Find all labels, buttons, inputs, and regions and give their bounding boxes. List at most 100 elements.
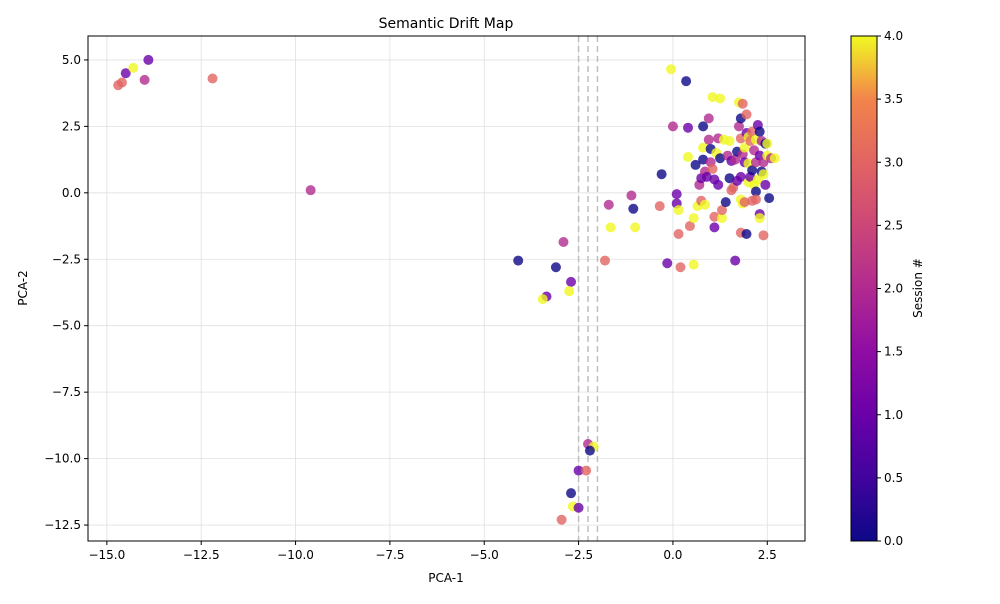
data-point (750, 194, 761, 205)
data-point (707, 92, 718, 103)
data-point (724, 135, 735, 146)
data-point (754, 213, 765, 224)
data-point (769, 153, 780, 164)
data-point (584, 445, 595, 456)
data-point (558, 236, 569, 247)
data-point (750, 186, 761, 197)
colorbar-ticks: 0.0 0.5 1.0 1.5 2.0 2.5 3.0 3.5 4.0 (877, 29, 903, 548)
reference-lines (577, 36, 599, 541)
data-point (675, 262, 686, 273)
data-point (760, 179, 771, 190)
colorbar-tick-label: 2.0 (884, 282, 903, 296)
colorbar-tick-label: 3.0 (884, 155, 903, 169)
data-point (709, 211, 720, 222)
data-point (690, 159, 701, 170)
data-point (698, 154, 709, 165)
x-tick-label: 2.5 (758, 548, 777, 562)
data-point (305, 185, 316, 196)
data-point (550, 262, 561, 273)
data-point (739, 197, 750, 208)
colorbar-tick-label: 1.0 (884, 408, 903, 422)
y-tick-label: −5.0 (52, 319, 81, 333)
data-point (120, 68, 131, 79)
colorbar-tick-label: 3.5 (884, 92, 903, 106)
data-point (662, 258, 673, 269)
data-point (720, 197, 731, 208)
plot-background (88, 36, 805, 541)
data-point (566, 276, 577, 287)
data-point (688, 213, 699, 224)
y-axis-label: PCA-2 (16, 270, 30, 306)
y-axis: 5.0 2.5 0.0 −2.5 −5.0 −7.5 −10.0 −12.5 (44, 53, 88, 532)
data-point (626, 190, 637, 201)
data-point (703, 134, 714, 145)
data-point (666, 64, 677, 75)
y-tick-label: 5.0 (62, 53, 81, 67)
y-tick-label: −10.0 (44, 452, 81, 466)
data-point (667, 121, 678, 132)
data-point (581, 465, 592, 476)
y-tick-label: −12.5 (44, 518, 81, 532)
plot-frame (87, 35, 806, 542)
data-point (739, 142, 750, 153)
data-point (741, 109, 752, 120)
x-axis-label: PCA-1 (428, 571, 464, 585)
data-point (656, 169, 667, 180)
data-point (713, 179, 724, 190)
x-tick-label: −12.5 (183, 548, 220, 562)
data-point (566, 488, 577, 499)
data-point (754, 126, 765, 137)
data-point (683, 151, 694, 162)
data-point (688, 259, 699, 270)
data-point (707, 163, 718, 174)
data-point (564, 286, 575, 297)
data-point (573, 465, 584, 476)
data-point (730, 255, 741, 266)
data-point (730, 154, 741, 165)
data-point (701, 171, 712, 182)
data-point (715, 153, 726, 164)
chart-title: Semantic Drift Map (379, 16, 514, 32)
x-tick-label: 0.0 (663, 548, 682, 562)
y-tick-label: −7.5 (52, 385, 81, 399)
data-point (715, 93, 726, 104)
data-point (762, 138, 773, 149)
data-point (116, 77, 127, 88)
data-point (630, 222, 641, 233)
data-point (735, 171, 746, 182)
data-point (671, 189, 682, 200)
data-point (513, 255, 524, 266)
colorbar-label: Session # (911, 258, 925, 318)
data-points (113, 54, 780, 525)
data-point (698, 121, 709, 132)
data-point (673, 205, 684, 216)
data-point (747, 165, 758, 176)
x-axis: −15.0 −12.5 −10.0 −7.5 −5.0 −2.5 0.0 2.5 (88, 541, 777, 562)
data-point (737, 98, 748, 109)
colorbar-tick-label: 1.5 (884, 345, 903, 359)
colorbar-gradient (850, 35, 878, 542)
data-point (698, 142, 709, 153)
data-point (605, 222, 616, 233)
data-point (128, 62, 139, 73)
data-point (537, 294, 548, 305)
data-point (681, 76, 692, 87)
data-point (724, 173, 735, 184)
data-point (733, 121, 744, 132)
data-point (716, 213, 727, 224)
data-point (654, 201, 665, 212)
data-point (628, 203, 639, 214)
colorbar: 0.0 0.5 1.0 1.5 2.0 2.5 3.0 3.5 4.0 Session # (850, 29, 925, 548)
data-point (684, 221, 695, 232)
data-point (139, 74, 150, 85)
colorbar-tick-label: 4.0 (884, 29, 903, 43)
data-point (716, 205, 727, 216)
x-tick-label: −2.5 (564, 548, 593, 562)
data-point (143, 54, 154, 65)
data-point (741, 229, 752, 240)
data-point (764, 193, 775, 204)
y-tick-label: −2.5 (52, 252, 81, 266)
x-tick-label: −10.0 (277, 548, 314, 562)
colorbar-tick-label: 0.5 (884, 471, 903, 485)
